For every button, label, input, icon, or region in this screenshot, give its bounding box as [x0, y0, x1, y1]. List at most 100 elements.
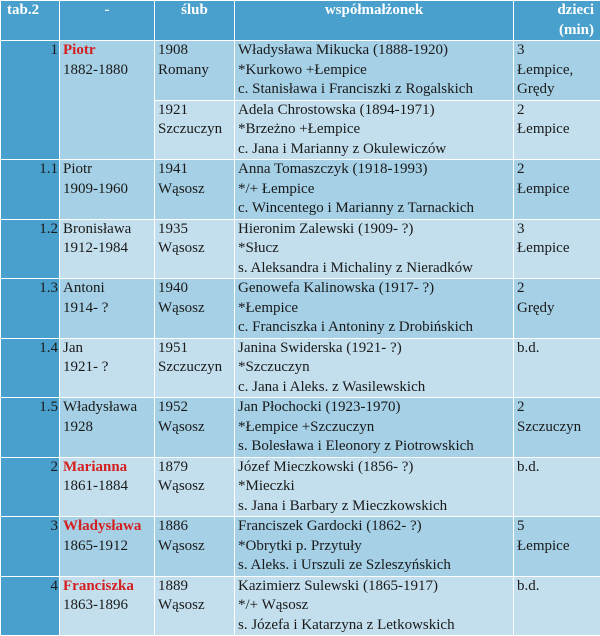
person-name: Antoni	[63, 279, 151, 299]
table-row: 1.5 Władysława 1928 1952 Wąsosz Jan Płoc…	[1, 398, 600, 458]
row-number: 2	[1, 457, 60, 517]
children-count: 2	[517, 398, 597, 418]
children-place: Grędy	[517, 299, 597, 319]
children-place: Łempice	[517, 537, 597, 557]
marriage-year: 1908	[158, 41, 231, 61]
person-dates: 1865-1912	[63, 537, 151, 557]
marriage-place: Wąsosz	[158, 477, 231, 497]
spouse-parents: s. Bolesława i Eleonory z Piotrowskich	[238, 437, 510, 457]
person-dates: 1861-1884	[63, 477, 151, 497]
marriage-cell: 1886 Wąsosz	[155, 517, 235, 577]
spouse-cell: Franciszek Gardocki (1862- ?) *Obrytki p…	[235, 517, 514, 577]
children-count: 2	[517, 160, 597, 180]
spouse-birth-death: */+ Łempice	[238, 180, 510, 200]
spouse-birth-death: *Słucz	[238, 239, 510, 259]
children-count: 3	[517, 220, 597, 240]
header-marriage: ślub	[155, 1, 235, 41]
spouse-cell: Józef Mieczkowski (1856- ?) *Mieczki s. …	[235, 457, 514, 517]
children-place: Łempice	[517, 120, 597, 140]
children-cell: b.d.	[514, 457, 600, 517]
spouse-birth-death: *Łempice	[238, 299, 510, 319]
children-count: 5	[517, 517, 597, 537]
spouse-birth-death: *Łempice +Szczuczyn	[238, 418, 510, 438]
spouse-name: Hieronim Zalewski (1909- ?)	[238, 220, 510, 240]
marriage-place: Romany	[158, 61, 231, 81]
marriage-cell: 1879 Wąsosz	[155, 457, 235, 517]
table-row: 1.4 Jan 1921- ? 1951 Szczuczyn Janina Sw…	[1, 338, 600, 398]
spouse-parents: c. Jana i Aleks. z Wasilewskich	[238, 378, 510, 398]
marriage-place: Wąsosz	[158, 239, 231, 259]
spouse-parents: s. Aleksandra i Michaliny z Nieradków	[238, 259, 510, 279]
children-cell: 3 Łempice	[514, 219, 600, 279]
spouse-name: Franciszek Gardocki (1862- ?)	[238, 517, 510, 537]
person-dates: 1921- ?	[63, 358, 151, 378]
marriage-place: Wąsosz	[158, 180, 231, 200]
person-cell: Piotr 1882-1880	[60, 41, 155, 160]
spouse-parents: c. Wincentego i Marianny z Tarnackich	[238, 199, 510, 219]
marriage-year: 1941	[158, 160, 231, 180]
children-cell: b.d.	[514, 338, 600, 398]
spouse-cell: Hieronim Zalewski (1909- ?) *Słucz s. Al…	[235, 219, 514, 279]
spouse-parents: c. Franciszka i Antoniny z Drobińskich	[238, 318, 510, 338]
person-cell: Piotr 1909-1960	[60, 160, 155, 220]
children-count: 3	[517, 41, 597, 61]
children-place: Łempice	[517, 239, 597, 259]
person-dates: 1914- ?	[63, 299, 151, 319]
children-count: 2	[517, 101, 597, 121]
children-place: Szczuczyn	[517, 418, 597, 438]
row-number: 1.1	[1, 160, 60, 220]
marriage-place: Wąsosz	[158, 299, 231, 319]
spouse-cell: Adela Chrostowska (1894-1971) *Brzeżno +…	[235, 100, 514, 160]
marriage-year: 1952	[158, 398, 231, 418]
marriage-year: 1879	[158, 458, 231, 478]
children-count: b.d.	[517, 458, 597, 478]
person-name: Jan	[63, 339, 151, 359]
spouse-name: Janina Swiderska (1921- ?)	[238, 339, 510, 359]
header-table-id: tab.2	[1, 1, 60, 41]
spouse-cell: Janina Swiderska (1921- ?) *Szczuczyn c.…	[235, 338, 514, 398]
person-name: Władysława	[63, 398, 151, 418]
marriage-year: 1889	[158, 577, 231, 597]
marriage-cell: 1941 Wąsosz	[155, 160, 235, 220]
spouse-parents: s. Józefa i Katarzyna z Letkowskich	[238, 616, 510, 636]
header-person: -	[60, 1, 155, 41]
table-row: 2 Marianna 1861-1884 1879 Wąsosz Józef M…	[1, 457, 600, 517]
person-name: Władysława	[63, 517, 151, 537]
marriage-cell: 1940 Wąsosz	[155, 279, 235, 339]
spouse-parents: c. Jana i Marianny z Okulewiczów	[238, 140, 510, 160]
person-cell: Franciszka 1863-1896	[60, 576, 155, 636]
person-name: Franciszka	[63, 577, 151, 597]
spouse-name: Genowefa Kalinowska (1917- ?)	[238, 279, 510, 299]
marriage-year: 1951	[158, 339, 231, 359]
spouse-cell: Genowefa Kalinowska (1917- ?) *Łempice c…	[235, 279, 514, 339]
children-place: Łempice	[517, 180, 597, 200]
marriage-place: Wąsosz	[158, 537, 231, 557]
person-name: Marianna	[63, 458, 151, 478]
spouse-name: Anna Tomaszczyk (1918-1993)	[238, 160, 510, 180]
row-number: 4	[1, 576, 60, 636]
header-spouse: współmałżonek	[235, 1, 514, 41]
person-name: Piotr	[63, 160, 151, 180]
person-name: Bronisława	[63, 220, 151, 240]
table-row: 1.2 Bronisława 1912-1984 1935 Wąsosz Hie…	[1, 219, 600, 279]
person-dates: 1909-1960	[63, 180, 151, 200]
spouse-birth-death: *Brzeżno +Łempice	[238, 120, 510, 140]
row-number: 1.2	[1, 219, 60, 279]
header-row: tab.2 - ślub współmałżonek dzieci (min)	[1, 1, 600, 41]
row-number: 1.5	[1, 398, 60, 458]
person-cell: Władysława 1928	[60, 398, 155, 458]
person-cell: Antoni 1914- ?	[60, 279, 155, 339]
table-row: 4 Franciszka 1863-1896 1889 Wąsosz Kazim…	[1, 576, 600, 636]
children-cell: 2 Szczuczyn	[514, 398, 600, 458]
spouse-name: Józef Mieczkowski (1856- ?)	[238, 458, 510, 478]
children-count: b.d.	[517, 577, 597, 597]
table-row: 1 Piotr 1882-1880 1908 Romany Władysława…	[1, 41, 600, 101]
marriage-cell: 1908 Romany	[155, 41, 235, 101]
marriage-year: 1940	[158, 279, 231, 299]
marriage-place: Szczuczyn	[158, 120, 231, 140]
marriage-cell: 1889 Wąsosz	[155, 576, 235, 636]
children-cell: 5 Łempice	[514, 517, 600, 577]
person-cell: Bronisława 1912-1984	[60, 219, 155, 279]
row-number: 3	[1, 517, 60, 577]
